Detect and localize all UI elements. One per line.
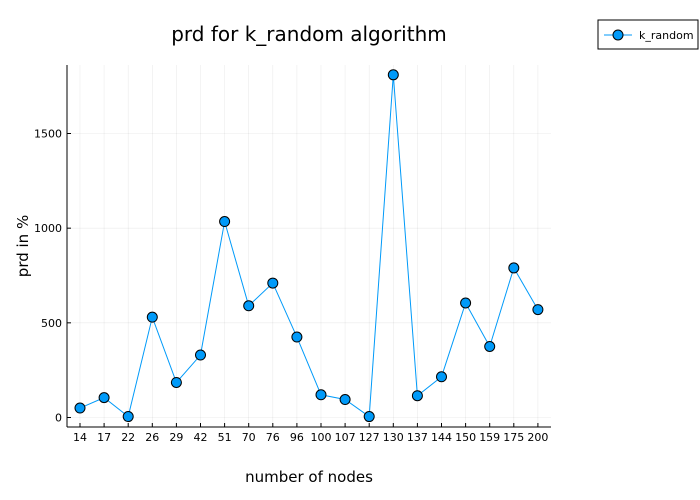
x-tick-label: 96 xyxy=(290,431,304,444)
x-tick-label: 42 xyxy=(194,431,208,444)
series-line xyxy=(79,74,539,418)
x-tick-label: 144 xyxy=(431,431,452,444)
tick-labels: 14 17 22 26 29 42 51 70 76 96 100 107 127 130 137 144 15… xyxy=(34,128,548,445)
data-point xyxy=(146,311,158,323)
x-tick-label: 175 xyxy=(503,431,524,444)
data-point xyxy=(291,331,303,343)
data-point xyxy=(122,411,134,423)
grid xyxy=(67,65,551,427)
x-tick-label: 17 xyxy=(97,431,111,444)
data-point xyxy=(219,216,231,228)
x-tick-label: 76 xyxy=(266,431,280,444)
y-tick-label: 1000 xyxy=(34,222,62,235)
data-point xyxy=(243,300,255,312)
data-point xyxy=(484,341,496,352)
data-point xyxy=(411,390,423,402)
data-point xyxy=(339,394,351,406)
y-axis-title: prd in % xyxy=(14,215,32,277)
x-tick-label: 22 xyxy=(121,431,135,444)
data-point xyxy=(170,376,182,388)
chart-title: prd for k_random algorithm xyxy=(171,22,447,46)
x-axis-title: number of nodes xyxy=(245,468,373,486)
y-tick-label: 500 xyxy=(41,317,62,330)
data-point xyxy=(508,262,520,274)
x-tick-label: 150 xyxy=(455,431,476,444)
x-tick-label: 130 xyxy=(383,431,404,444)
x-tick-label: 51 xyxy=(218,431,232,444)
y-tick-label: 1500 xyxy=(34,128,62,141)
axes xyxy=(66,65,551,428)
data-point xyxy=(195,349,206,361)
data-point xyxy=(387,69,399,81)
data-point xyxy=(98,392,110,404)
x-tick-label: 200 xyxy=(527,431,548,444)
y-tick-label: 0 xyxy=(55,412,62,425)
legend-label: k_random xyxy=(639,29,694,42)
data-point xyxy=(436,371,447,383)
data-point xyxy=(74,402,86,414)
x-tick-label: 29 xyxy=(169,431,183,444)
x-tick-label: 127 xyxy=(359,431,380,444)
data-point xyxy=(363,411,375,423)
x-tick-label: 107 xyxy=(335,431,356,444)
x-tick-label: 137 xyxy=(407,431,428,444)
x-tick-label: 14 xyxy=(73,431,87,444)
x-tick-label: 26 xyxy=(145,431,159,444)
x-tick-label: 70 xyxy=(242,431,256,444)
data-point xyxy=(267,277,279,289)
legend-marker xyxy=(612,29,624,41)
x-tick-label: 159 xyxy=(479,431,500,444)
data-point xyxy=(460,297,472,309)
series-k-random xyxy=(74,69,544,423)
data-point xyxy=(315,389,327,401)
data-point xyxy=(532,304,544,316)
x-tick-label: 100 xyxy=(311,431,332,444)
legend: k_random xyxy=(597,19,699,50)
